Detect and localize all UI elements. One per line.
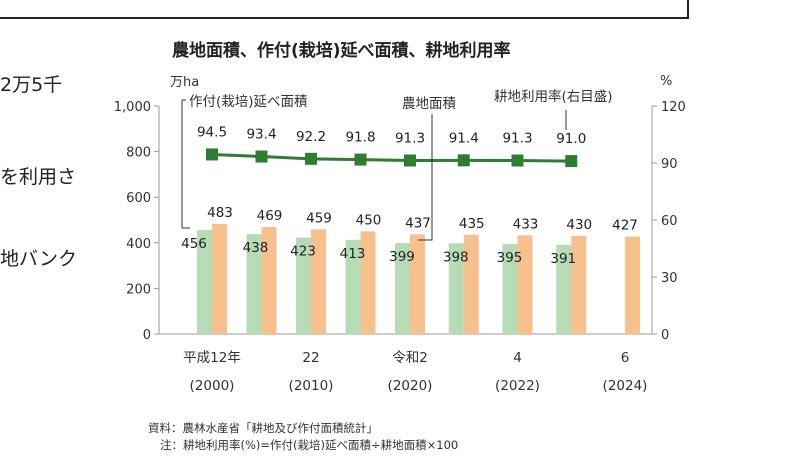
utilization-rate-marker (565, 155, 578, 168)
rate-value-label: 91.4 (449, 130, 479, 146)
side-text-3: 地バンク (0, 248, 77, 270)
planted-value-label: 469 (257, 208, 283, 224)
right-tick-label: 0 (661, 328, 669, 343)
x-tick-year-label: (2024) (603, 378, 648, 394)
bar-farmland (556, 244, 572, 334)
bar-planted-area (410, 234, 425, 334)
right-tick-label: 60 (661, 214, 678, 229)
bar-planted-area (517, 235, 533, 334)
source-note: 資料：農林水産省「耕地及び作付面積統計」 (148, 421, 378, 435)
legend-planted-area: 作付(栽培)延べ面積 (189, 94, 308, 110)
rate-value-label: 91.8 (345, 130, 375, 146)
x-tick-year-label: (2022) (495, 378, 540, 394)
planted-value-label: 483 (207, 205, 233, 221)
right-axis-unit: % (660, 74, 673, 89)
utilization-rate-marker (255, 150, 268, 163)
top-panel-border (0, 0, 689, 19)
planted-value-label: 433 (513, 216, 539, 232)
farmland-value-label: 413 (340, 246, 366, 262)
planted-value-label: 435 (459, 216, 485, 232)
bar-planted-area (360, 231, 376, 334)
farmland-value-label: 398 (443, 249, 469, 265)
rate-value-label: 94.5 (197, 124, 227, 140)
x-tick-year-label: (2020) (388, 378, 433, 394)
utilization-rate-line (211, 152, 572, 163)
farmland-value-label: 438 (243, 240, 269, 256)
x-tick-year-label: (2000) (190, 378, 235, 394)
legend-farmland: 農地面積 (402, 96, 456, 112)
bar-farmland (448, 243, 464, 334)
utilization-rate-marker (305, 152, 317, 165)
chart-title: 農地面積、作付(栽培)延べ面積、耕地利用率 (172, 41, 511, 61)
planted-value-label: 437 (405, 215, 431, 231)
side-text-1: 2万5千 (0, 74, 63, 96)
left-tick-label: 400 (126, 237, 151, 252)
planted-value-label: 459 (306, 210, 332, 226)
bar-farmland (246, 234, 262, 334)
right-tick-label: 90 (661, 157, 678, 172)
farmland-value-label: 423 (290, 244, 316, 260)
x-tick-label: 6 (621, 350, 630, 366)
right-tick-label: 30 (661, 271, 678, 286)
left-axis-unit: 万ha (170, 75, 200, 90)
utilization-rate-marker (457, 154, 470, 167)
left-tick-label: 200 (126, 282, 151, 297)
rate-value-label: 93.4 (246, 127, 276, 143)
utilization-rate-marker (354, 153, 367, 166)
left-tick-label: 800 (126, 146, 151, 161)
x-tick-label: 22 (302, 350, 319, 366)
legend-farmland-leader (418, 114, 433, 241)
left-tick-label: 0 (143, 328, 151, 343)
x-tick-label: 4 (513, 350, 522, 366)
x-tick-year-label: (2010) (289, 378, 334, 394)
rate-value-label: 92.2 (296, 129, 326, 145)
planted-value-label: 427 (612, 218, 638, 234)
planted-value-label: 430 (566, 217, 592, 233)
utilization-rate-marker (404, 154, 416, 167)
bar-planted-area (571, 235, 587, 334)
utilization-rate-marker (206, 148, 218, 161)
bar-planted-area (311, 229, 326, 334)
right-tick-label: 120 (661, 100, 686, 115)
bar-planted-area (261, 227, 277, 334)
bar-planted-area (625, 236, 640, 334)
bar-farmland (197, 230, 212, 334)
bar-farmland (296, 237, 311, 334)
left-tick-label: 600 (126, 191, 151, 206)
rate-value-label: 91.3 (502, 131, 532, 147)
farmland-value-label: 456 (181, 236, 207, 252)
legend-planted-leader (181, 99, 190, 229)
utilization-rate-marker (511, 154, 524, 167)
rate-value-label: 91.3 (395, 131, 425, 147)
rate-value-label: 91.0 (556, 131, 586, 147)
farmland-value-label: 395 (497, 250, 523, 266)
bar-farmland (395, 243, 410, 334)
legend-utilization-rate: 耕地利用率(右目盛) (494, 88, 613, 105)
bar-planted-area (463, 234, 479, 334)
formula-note: 注：耕地利用率(%)=作付(栽培)延べ面積÷耕地面積×100 (160, 438, 459, 452)
x-tick-label: 平成12年 (183, 350, 241, 366)
bar-farmland (502, 243, 518, 334)
planted-value-label: 450 (356, 212, 382, 228)
bar-planted-area (212, 223, 227, 334)
left-tick-label: 1,000 (114, 100, 151, 115)
x-tick-label: 令和2 (392, 350, 428, 366)
bar-farmland (345, 239, 361, 334)
farmland-value-label: 391 (550, 251, 576, 267)
farmland-value-label: 399 (389, 249, 415, 265)
side-text-2: を利用さ (0, 166, 77, 188)
